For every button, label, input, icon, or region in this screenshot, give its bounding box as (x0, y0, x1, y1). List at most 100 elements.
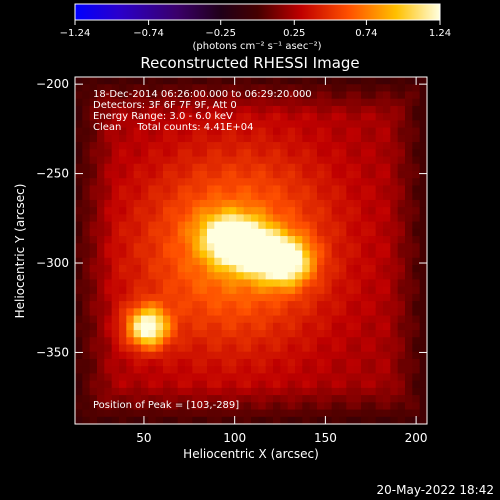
heatmap-cell (155, 286, 164, 295)
heatmap-cell (170, 279, 179, 288)
heatmap-cell (141, 105, 149, 114)
heatmap-cell (229, 301, 237, 309)
heatmap-cell (324, 402, 333, 411)
heatmap-cell (273, 178, 281, 187)
heatmap-cell (207, 91, 215, 100)
heatmap-cell (177, 149, 186, 158)
heatmap-cell (75, 257, 83, 266)
heatmap-cell (412, 163, 421, 172)
heatmap-cell (383, 272, 391, 281)
heatmap-cell (361, 236, 369, 244)
heatmap-cell (302, 228, 311, 237)
heatmap-cell (309, 293, 318, 302)
heatmap-cell (170, 185, 179, 194)
heatmap-cell (265, 199, 274, 208)
heatmap-cell (82, 344, 91, 353)
heatmap-cell (185, 207, 193, 215)
heatmap-cell (258, 358, 267, 367)
heatmap-cell (199, 279, 208, 288)
heatmap-cell (207, 98, 215, 107)
heatmap-cell (163, 77, 171, 85)
heatmap-cell (207, 380, 215, 389)
heatmap-cell (346, 373, 355, 382)
heatmap-cell (104, 322, 113, 331)
heatmap-cell (353, 185, 362, 194)
heatmap-cell (309, 214, 318, 223)
heatmap-cell (89, 149, 98, 158)
heatmap-cell (133, 134, 142, 143)
heatmap-cell (236, 105, 245, 114)
heatmap-cell (82, 221, 91, 230)
heatmap-cell (236, 127, 245, 136)
heatmap-cell (265, 257, 274, 266)
heatmap-cell (361, 84, 369, 93)
heatmap-cell (251, 221, 259, 230)
heatmap-cell (82, 243, 91, 252)
heatmap-cell (346, 250, 355, 259)
heatmap-cell (280, 264, 289, 273)
heatmap-cell (126, 91, 135, 100)
heatmap-cell (221, 250, 230, 259)
heatmap-cell (141, 98, 149, 107)
heatmap-cell (243, 156, 252, 165)
heatmap-cell (317, 373, 325, 382)
heatmap-cell (214, 387, 223, 396)
heatmap-cell (405, 322, 413, 331)
heatmap-cell (412, 279, 421, 288)
heatmap-cell (89, 120, 98, 129)
heatmap-cell (148, 84, 157, 93)
heatmap-cell (317, 279, 325, 288)
heatmap-cell (185, 380, 193, 389)
heatmap-cell (383, 199, 391, 208)
heatmap-cell (258, 293, 267, 302)
heatmap-cell (368, 272, 377, 281)
heatmap-cell (317, 214, 325, 223)
heatmap-cell (199, 170, 208, 179)
heatmap-cell (405, 243, 413, 252)
heatmap-cell (280, 373, 289, 382)
heatmap-cell (163, 149, 171, 158)
heatmap-cell (243, 257, 252, 266)
heatmap-cell (148, 156, 157, 165)
heatmap-cell (119, 236, 127, 244)
heatmap-cell (155, 236, 164, 244)
heatmap-cell (207, 120, 215, 129)
heatmap-cell (192, 250, 201, 259)
heatmap-cell (295, 279, 303, 288)
heatmap-cell (265, 358, 274, 367)
heatmap-cell (170, 105, 179, 114)
heatmap-cell (265, 315, 274, 324)
heatmap-cell (405, 120, 413, 129)
heatmap-cell (185, 395, 193, 403)
heatmap-cell (273, 156, 281, 165)
heatmap-cell (258, 395, 267, 403)
heatmap-cell (295, 199, 303, 208)
heatmap-cell (324, 366, 333, 374)
heatmap-cell (419, 91, 428, 100)
heatmap-cell (324, 134, 333, 143)
heatmap-cell (317, 84, 325, 93)
heatmap-cell (82, 199, 91, 208)
heatmap-cell (111, 380, 120, 389)
heatmap-cell (309, 207, 318, 215)
heatmap-cell (331, 322, 340, 331)
heatmap-cell (236, 84, 245, 93)
heatmap-cell (295, 228, 303, 237)
heatmap-cell (75, 337, 83, 346)
heatmap-cell (163, 113, 171, 121)
heatmap-cell (236, 98, 245, 107)
heatmap-cell (317, 315, 325, 324)
heatmap-cell (265, 221, 274, 230)
heatmap-cell (295, 105, 303, 114)
heatmap-cell (133, 91, 142, 100)
heatmap-cell (199, 236, 208, 244)
heatmap-cell (155, 279, 164, 288)
heatmap-cell (97, 272, 105, 281)
heatmap-cell (375, 163, 384, 172)
heatmap-cell (295, 192, 303, 201)
heatmap-cell (339, 293, 347, 302)
heatmap-cell (97, 409, 105, 418)
heatmap-cell (339, 286, 347, 295)
heatmap-cell (390, 170, 399, 179)
heatmap-cell (126, 286, 135, 295)
